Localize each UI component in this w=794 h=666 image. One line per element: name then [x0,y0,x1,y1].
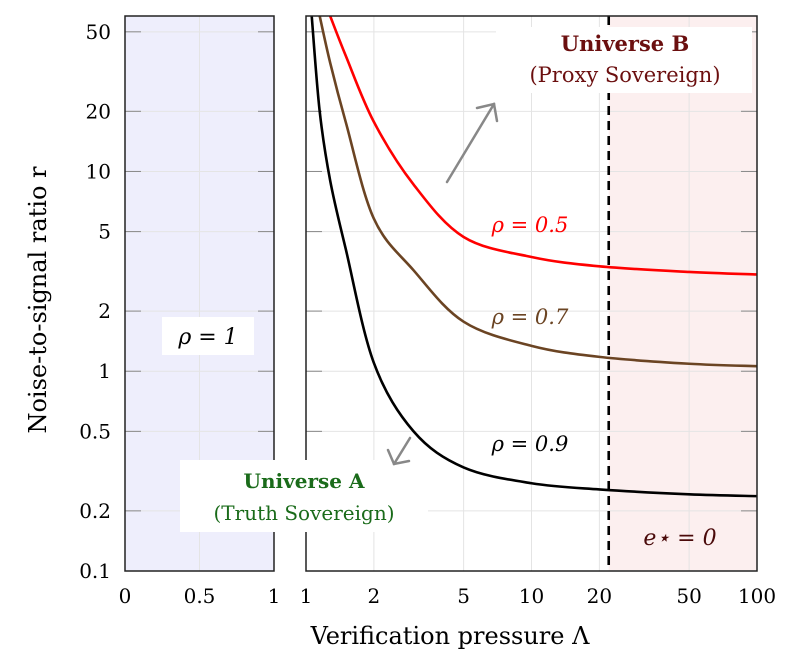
y-tick-label: 0.2 [79,499,111,523]
universe-b-box [496,27,752,93]
x-tick-label: 1 [268,584,281,608]
x-tick-label: 20 [587,584,612,608]
y-tick-label: 2 [98,299,111,323]
x-tick-label: 10 [519,584,544,608]
series-line-rho-0.7 [318,16,757,368]
y-tick-label: 0.5 [79,419,111,443]
e-star-zero-region [608,16,757,571]
series-line-rho-0.5 [328,16,757,276]
universe-a-box [180,460,428,532]
rho-1-label: ρ = 1 [177,325,237,350]
annotations: ρ = 1 Universe B (Proxy Sovereign) Unive… [24,27,752,650]
universe-b-subtitle: (Proxy Sovereign) [529,63,720,87]
y-tick-label: 10 [86,159,111,183]
x-tick-label: 2 [368,584,381,608]
universe-a-subtitle: (Truth Sovereign) [213,501,394,525]
rho-1-label-box [162,317,254,355]
series-label-rho-0.5: ρ = 0.5 [491,213,569,237]
x-tick-label: 0 [119,584,132,608]
e-star-region-label: e⋆ = 0 [643,526,716,551]
right-axes-frame [305,15,758,572]
universe-a-title: Universe A [244,469,365,493]
series-label-rho-0.7: ρ = 0.7 [491,305,569,329]
x-tick-label: 0.5 [184,584,216,608]
x-tick-label: 1 [300,584,313,608]
y-tick-label: 20 [86,99,111,123]
y-tick-label: 50 [86,20,111,44]
series-line-rho-0.9 [310,16,757,498]
x-axis-label: Verification pressure Λ [310,622,591,650]
arrow-down-left-icon [386,436,412,466]
y-tick-label: 5 [98,220,111,244]
x-tick-label: 50 [676,584,701,608]
y-tick-label: 1 [98,359,111,383]
x-tick-label: 5 [457,584,470,608]
x-tick-label: 100 [738,584,776,608]
y-axis-label: Noise-to-signal ratio r [24,166,52,434]
left-axes-frame [124,15,275,572]
y-tick-label: 0.1 [79,559,111,583]
universe-b-title: Universe B [561,31,689,56]
arrow-up-right-icon [445,102,499,184]
series-label-rho-0.9: ρ = 0.9 [491,432,569,456]
right-panel: 1 2 5 10 20 50 100 [300,15,776,608]
